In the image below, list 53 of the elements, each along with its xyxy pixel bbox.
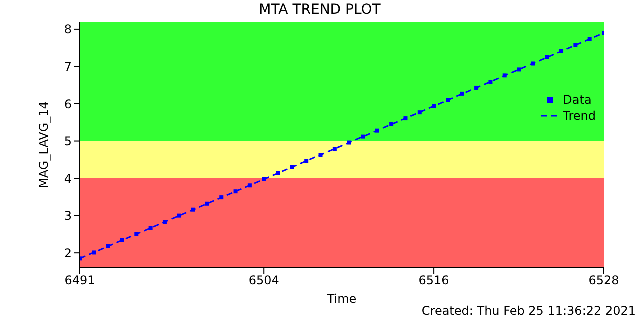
point [205, 202, 210, 206]
point [488, 80, 493, 84]
y-tick-label: 7 [64, 60, 72, 74]
point [262, 177, 266, 182]
point [502, 74, 507, 78]
point [276, 171, 280, 176]
point [191, 208, 196, 212]
point [220, 196, 224, 200]
point [148, 226, 153, 230]
point [545, 55, 550, 60]
point [332, 147, 337, 152]
point [432, 104, 436, 108]
point [375, 128, 380, 133]
point [177, 214, 182, 218]
y-tick-label: 6 [64, 97, 72, 112]
legend-label: Trend [563, 108, 596, 124]
point [106, 244, 110, 248]
point [134, 232, 139, 236]
chart-title: MTA TREND PLOT [258, 2, 382, 18]
point [560, 49, 564, 54]
point [120, 238, 124, 242]
y-tick-label: 2 [64, 246, 72, 260]
point [347, 140, 352, 145]
y-axis-title: MAG_LAVG_14 [37, 102, 51, 188]
point [446, 98, 450, 102]
legend-label: Data [563, 92, 592, 108]
y-tick-label: 3 [64, 209, 72, 224]
point [248, 184, 252, 188]
point [574, 43, 578, 48]
point [390, 122, 394, 126]
x-tick-label: 6528 [588, 274, 620, 288]
point [474, 86, 479, 90]
point [92, 250, 96, 255]
point [517, 68, 522, 72]
point [361, 134, 366, 139]
point [531, 62, 536, 66]
point [304, 159, 309, 164]
x-tick-label: 6491 [64, 274, 96, 288]
point [318, 153, 323, 158]
y-tick-label: 5 [64, 134, 72, 149]
x-tick-label: 6504 [248, 274, 280, 288]
point [234, 190, 238, 194]
point [290, 165, 294, 170]
x-tick-label: 6516 [418, 274, 450, 288]
point [162, 220, 167, 224]
point [418, 110, 422, 115]
point [460, 92, 464, 96]
point [404, 116, 408, 121]
y-tick-label: 4 [64, 172, 72, 186]
x-axis-title: Time [327, 292, 357, 306]
y-tick-label: 8 [64, 22, 72, 37]
point [588, 37, 592, 42]
text: Created: Thu Feb 25 11:36:22 2021 [422, 304, 636, 318]
